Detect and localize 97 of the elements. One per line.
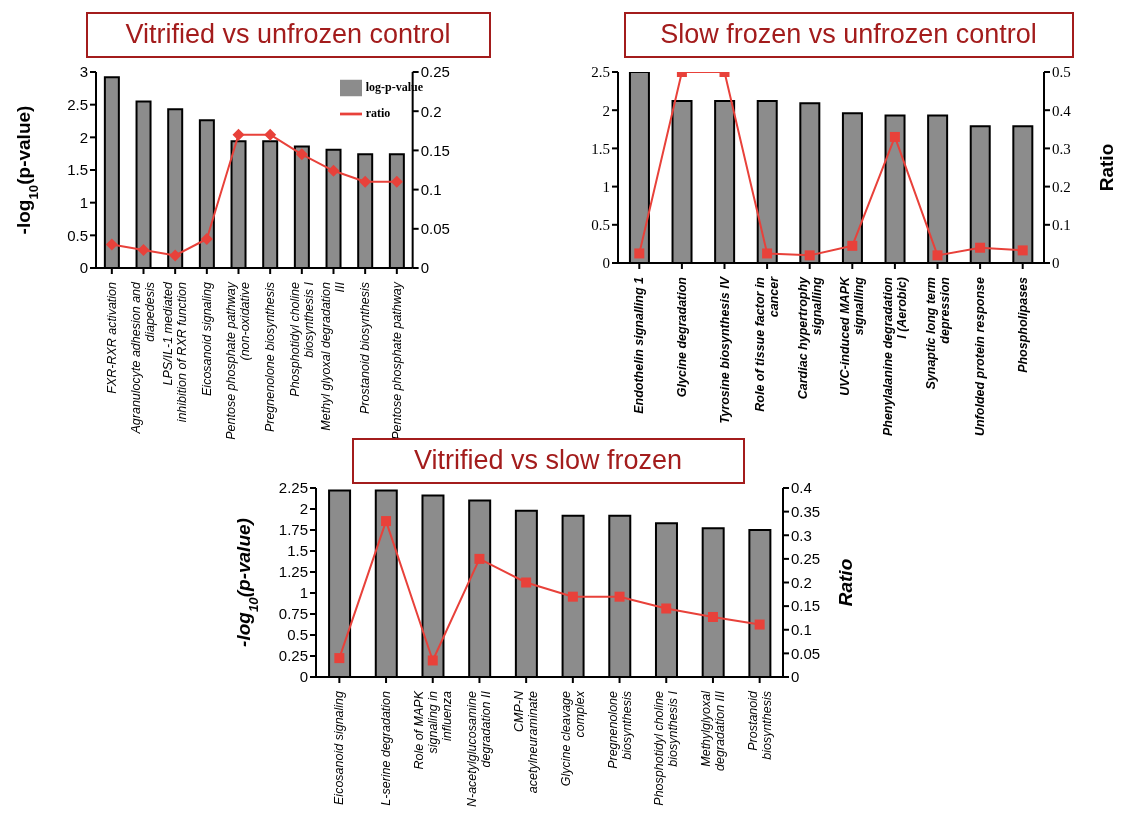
y2-tick-label: 0.1 [791,621,812,639]
y-tick-label: 0.75 [278,605,308,623]
chart-title: Vitrified vs unfrozen control [85,12,491,58]
point [614,591,625,602]
y-tick-label: 0 [299,668,308,686]
point [634,248,645,259]
chart-title: Slow frozen vs unfrozen control [623,12,1074,58]
y-tick-label: 2 [602,102,610,119]
y-tick-label: 2.25 [278,479,308,497]
y2-tick-label: 0.25 [791,550,821,568]
y2-tick-label: 0.4 [791,479,812,497]
x-tick-label: Glycine degradation [674,276,689,398]
y-tick-label: 2.5 [591,64,610,81]
point [762,248,773,259]
x-tick-label: Tyrosine biosynthesis IV [717,275,732,424]
x-tick-label: Prostanoid biosynthesis [358,282,373,415]
y-tick-label: 3 [79,63,88,81]
x-tick-label: Role of tissue factor in cancer [753,275,782,412]
y-tick-label: 0.25 [278,647,308,665]
y-tick-label: 0.5 [67,226,88,244]
x-tick-label: Phenylalanine degradation I (Aerobic) [880,276,909,437]
y-tick-label: 1.5 [591,140,610,157]
point [359,175,372,188]
x-tick-label: FXR-RXR activation [104,281,119,394]
y2-tick-label: 0 [1052,255,1060,272]
y-tick-label: 1 [602,178,610,195]
point [169,249,182,262]
y2-tick-label: 0.1 [420,180,442,198]
x-tick-label: Pentose phosphate pathway [389,281,404,440]
y2-tick-label: 0.3 [791,526,812,544]
point [661,603,672,614]
point [232,128,245,141]
y2-tick-label: 0.05 [420,220,450,238]
x-tick-label: Phospholipases [1015,276,1030,373]
y2-tick-label: 0.2 [420,102,442,120]
point [200,232,213,245]
y2-tick-label: 0 [420,259,429,277]
x-tick-label: Eicosanoid signaling [199,281,214,396]
y-tick-label: 1 [299,584,308,602]
point [474,553,485,564]
point [567,591,578,602]
point [889,131,900,142]
legend-label: ratio [365,106,391,120]
point [105,238,118,251]
x-tick-label: Eicosanoid signaling [332,690,347,805]
point [754,619,765,630]
y2-tick-label: 0.1 [1052,217,1071,234]
point [264,128,277,141]
chart-title: Vitrified vs slow frozen [351,438,745,484]
y2-tick-label: 0.05 [791,644,821,662]
point [521,577,532,588]
x-tick-label: Endothelin signalling 1 [632,276,647,414]
x-tick-label: Methyl glyoxal degradation III [319,281,348,431]
x-tick-label: Pregnenolone biosynthesis [263,282,278,433]
point [295,148,308,161]
point [327,164,340,177]
y2-tick-label: 0.15 [791,597,821,615]
y-tick-label: 2 [299,500,308,518]
y2-tick-label: 0.3 [1052,140,1071,157]
point [932,250,943,261]
y2-tick-label: 0.15 [420,141,450,159]
y2-axis-title: Ratio [1096,143,1117,192]
x-tick-label: L-serine degradation [379,690,394,806]
point [975,242,986,253]
y2-tick-label: 0 [791,668,800,686]
point [381,516,392,527]
y2-tick-label: 0.25 [420,63,450,81]
y2-tick-label: 0.5 [1052,64,1071,81]
y-tick-label: 1 [79,193,88,211]
y-tick-label: 1.5 [287,542,308,560]
y-tick-label: 0 [602,255,610,272]
y-tick-label: 0.5 [287,626,308,644]
y2-tick-label: 0.2 [791,573,812,591]
point [390,175,403,188]
x-tick-label: Agranulocyte adhesion and diapedesis [129,280,158,435]
point [847,240,858,251]
y-tick-label: 2 [79,128,88,146]
point [1017,245,1028,256]
point [804,250,815,261]
y2-tick-label: 0.35 [791,502,821,520]
point [334,653,345,664]
y-tick-label: 1.5 [67,161,88,179]
x-tick-label: Phosphotidyl choline biosynthesis I [287,281,316,397]
y-tick-label: 2.5 [67,95,88,113]
y-tick-label: 1.25 [278,563,308,581]
x-tick-label: Unfolded protein response [973,276,988,437]
y-tick-label: 0 [79,259,88,277]
x-tick-label: Synaptic long term depression [923,276,952,390]
y-tick-label: 1.75 [278,521,308,539]
y2-tick-label: 0.2 [1052,178,1071,195]
y-tick-label: 0.5 [591,217,610,234]
y2-tick-label: 0.4 [1052,102,1072,119]
y2-axis-title: Ratio [835,558,856,607]
x-tick-label: Role of MAPK signaling in influenza [411,690,454,770]
point [707,611,718,622]
point [137,243,150,256]
point [427,655,438,666]
